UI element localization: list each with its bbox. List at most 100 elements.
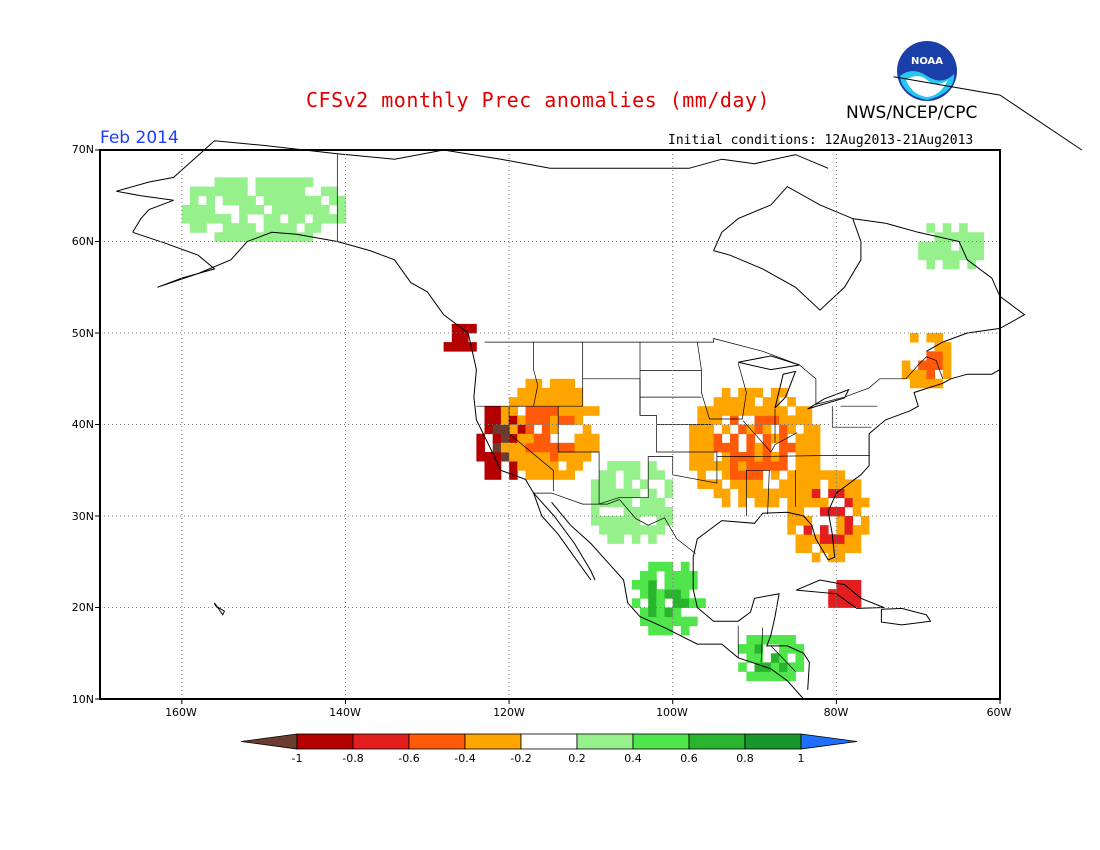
- anomaly-cell: [288, 186, 297, 197]
- anomaly-cell: [697, 442, 706, 453]
- anomaly-cell: [689, 433, 698, 444]
- anomaly-cell: [198, 223, 207, 233]
- anomaly-cell: [811, 461, 821, 471]
- colorbar-label: -1: [291, 752, 303, 765]
- anomaly-cell: [738, 406, 747, 416]
- anomaly-cell: [918, 369, 927, 380]
- coastline: [116, 140, 338, 192]
- anomaly-cell: [631, 470, 641, 480]
- anomaly-cell: [713, 406, 723, 416]
- anomaly-cell: [811, 433, 821, 444]
- anomaly-cell: [574, 415, 584, 425]
- anomaly-cell: [533, 378, 543, 389]
- anomaly-cell: [836, 543, 845, 553]
- anomaly-cell: [828, 552, 837, 563]
- anomaly-cell: [795, 497, 805, 508]
- anomaly-cell: [770, 662, 780, 672]
- anomaly-cell: [754, 387, 764, 398]
- anomaly-cell: [582, 406, 592, 416]
- anomaly-cell: [468, 323, 477, 334]
- anomaly-cell: [517, 461, 526, 471]
- anomaly-cell: [926, 333, 935, 343]
- anomaly-cell: [525, 433, 535, 444]
- anomaly-cell: [190, 186, 199, 197]
- anomaly-cell: [967, 259, 976, 270]
- anomaly-cell: [443, 342, 453, 352]
- anomaly-cell: [558, 470, 567, 480]
- anomaly-cell: [615, 525, 625, 535]
- anomaly-cell: [795, 516, 805, 526]
- anomaly-cell: [288, 223, 297, 233]
- anomaly-cell: [803, 479, 813, 489]
- anomaly-cell: [730, 442, 739, 453]
- colorbar-segment: [352, 733, 410, 750]
- anomaly-cell: [770, 671, 780, 682]
- anomaly-cell: [910, 378, 919, 389]
- organization-label: NWS/NCEP/CPC: [846, 103, 978, 123]
- anomaly-cell: [918, 250, 927, 261]
- anomaly-cell: [664, 580, 674, 590]
- anomaly-cell: [680, 625, 690, 636]
- anomaly-cell: [770, 397, 780, 407]
- anomaly-cell: [852, 598, 862, 608]
- anomaly-cell: [738, 397, 747, 407]
- anomaly-cell: [288, 232, 297, 242]
- anomaly-cell: [190, 214, 199, 224]
- anomaly-cell: [754, 424, 764, 435]
- anomaly-cell: [631, 461, 641, 471]
- anomaly-cell: [550, 387, 559, 398]
- anomaly-cell: [582, 433, 592, 444]
- coastline: [893, 76, 1083, 151]
- anomaly-cell: [852, 497, 862, 508]
- anomaly-cell: [599, 470, 608, 480]
- anomaly-cell: [795, 662, 805, 672]
- anomaly-cell: [190, 204, 199, 215]
- anomaly-cell: [623, 470, 633, 480]
- anomaly-cell: [623, 461, 633, 471]
- anomaly-cell: [730, 397, 739, 407]
- anomaly-cell: [680, 561, 690, 572]
- anomaly-cell: [746, 387, 755, 398]
- anomaly-cell: [181, 214, 191, 224]
- anomaly-cell: [525, 470, 535, 480]
- anomaly-cell: [770, 653, 780, 663]
- anomaly-cell: [942, 351, 952, 361]
- coastline: [713, 185, 862, 311]
- anomaly-cell: [746, 470, 755, 480]
- anomaly-cell: [607, 479, 616, 489]
- anomaly-cell: [476, 452, 485, 462]
- anomaly-cell: [779, 635, 788, 645]
- anomaly-cell: [230, 223, 240, 233]
- anomaly-cell: [787, 516, 796, 526]
- anomaly-cell: [770, 461, 780, 471]
- anomaly-cell: [795, 479, 805, 489]
- political-border: [742, 420, 798, 453]
- anomaly-cell: [787, 424, 796, 435]
- anomaly-cell: [533, 442, 543, 453]
- anomaly-cell: [721, 461, 731, 471]
- anomaly-cell: [795, 506, 805, 517]
- anomaly-cell: [836, 488, 845, 499]
- anomaly-cell: [754, 406, 764, 416]
- anomaly-cell: [451, 342, 461, 352]
- anomaly-cell: [517, 397, 526, 407]
- anomaly-cell: [533, 470, 543, 480]
- anomaly-cell: [296, 204, 305, 215]
- anomaly-cell: [574, 452, 584, 462]
- anomaly-cell: [533, 406, 543, 416]
- anomaly-cell: [222, 214, 232, 224]
- anomaly-cell: [656, 506, 665, 517]
- anomaly-cell: [468, 342, 477, 352]
- anomaly-cell: [730, 406, 739, 416]
- anomaly-cell: [746, 442, 755, 453]
- anomaly-cell: [558, 442, 567, 453]
- anomaly-cell: [500, 406, 510, 416]
- anomaly-cell: [631, 534, 641, 544]
- colorbar-label: 0.6: [680, 752, 698, 765]
- colorbar-segment: [464, 733, 522, 750]
- anomaly-cell: [648, 461, 657, 471]
- anomaly-cell: [640, 525, 649, 535]
- anomaly-cell: [975, 250, 985, 261]
- anomaly-cell: [582, 424, 592, 435]
- anomaly-cell: [713, 488, 723, 499]
